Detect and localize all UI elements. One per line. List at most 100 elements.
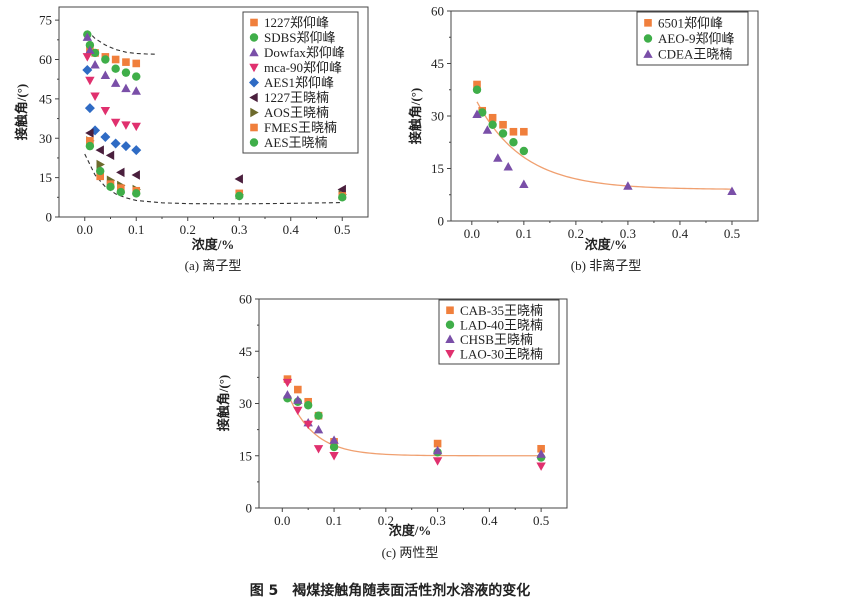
data-point	[132, 189, 141, 198]
data-point	[95, 145, 104, 155]
dashed-guide-line	[84, 153, 343, 205]
data-point	[96, 159, 105, 170]
series-0	[283, 375, 545, 453]
y-tick-label: 0	[438, 214, 445, 229]
data-point	[110, 78, 121, 87]
data-point	[96, 166, 105, 176]
legend-marker	[643, 34, 653, 43]
series-1	[283, 394, 546, 462]
legend-marker	[249, 47, 259, 57]
legend-label: CAB-35王晓楠	[460, 303, 543, 318]
data-point	[116, 167, 125, 178]
data-point	[234, 174, 243, 184]
legend-marker	[643, 49, 653, 58]
data-point	[90, 92, 100, 101]
data-point	[337, 184, 346, 195]
fit-curve	[476, 101, 732, 190]
data-point	[82, 65, 93, 75]
data-point	[472, 85, 482, 94]
y-tick-label: 30	[39, 131, 52, 146]
data-point	[727, 186, 737, 195]
data-point	[503, 162, 513, 171]
legend-marker	[644, 19, 652, 27]
series-2	[282, 390, 546, 458]
x-tick-label: 0.2	[378, 513, 394, 528]
y-tick-label: 45	[431, 56, 444, 71]
y-tick-label: 0	[246, 501, 253, 516]
x-tick-label: 0.0	[464, 226, 480, 241]
legend-box	[636, 11, 749, 66]
data-point	[537, 444, 545, 453]
data-point	[509, 138, 518, 147]
y-tick-label: 45	[39, 91, 52, 106]
data-point	[101, 55, 110, 64]
data-point	[329, 452, 339, 461]
data-point	[433, 439, 442, 448]
data-point	[90, 48, 100, 58]
legend-box	[438, 299, 560, 365]
data-point	[519, 179, 529, 188]
legend-label: 6501郑仰峰	[658, 15, 723, 30]
data-point	[110, 138, 121, 149]
legend-label: 1227王晓楠	[264, 90, 329, 105]
x-tick-label: 0.1	[516, 226, 532, 241]
data-point	[472, 109, 482, 118]
x-axis-label: 浓度/%	[585, 237, 628, 252]
x-tick-label: 0.3	[231, 222, 247, 237]
data-point	[96, 172, 104, 181]
x-tick-label: 0.2	[568, 226, 584, 241]
x-tick-label: 0.4	[283, 222, 300, 237]
data-point	[131, 122, 141, 132]
legend-label: AEO-9郑仰峰	[658, 31, 735, 46]
data-point	[488, 120, 497, 129]
legend-marker	[249, 63, 259, 73]
legend-marker	[250, 123, 258, 132]
legend-marker	[249, 33, 259, 42]
x-tick-label: 0.5	[724, 226, 740, 241]
data-point	[498, 129, 508, 138]
data-point	[121, 83, 131, 93]
legend-label: 1227郑仰峰	[264, 15, 329, 30]
data-point	[478, 108, 487, 117]
legend-marker	[249, 77, 259, 88]
data-point	[131, 145, 142, 156]
legend-marker	[250, 18, 258, 27]
data-point	[82, 32, 93, 41]
legend-label: AES王晓楠	[264, 135, 328, 150]
data-point	[90, 60, 100, 69]
data-point	[85, 40, 95, 50]
x-tick-label: 0.5	[334, 222, 350, 237]
y-tick-label: 30	[239, 396, 252, 411]
legend-label: LAD-40王晓楠	[460, 317, 543, 332]
chart-panel-b: 0.0 0.1 0.2 0.3 0.4 0.5 0 15 30 45 60 浓度/% (b) 非离子型 接…	[408, 4, 759, 273]
series-2	[472, 109, 737, 195]
data-point	[85, 141, 95, 151]
data-point	[536, 449, 546, 458]
data-point	[120, 141, 131, 152]
data-point	[110, 118, 121, 128]
legend-marker	[445, 350, 455, 359]
x-tick-label: 0.2	[180, 222, 196, 237]
legend-label: SDBS郑仰峰	[264, 30, 336, 45]
data-point	[303, 420, 313, 430]
data-point	[482, 125, 493, 134]
panel-caption: (c) 两性型	[382, 545, 439, 560]
data-point	[488, 113, 497, 122]
data-point	[314, 411, 323, 420]
data-point	[303, 401, 313, 410]
data-point	[294, 385, 302, 394]
data-point	[111, 55, 120, 64]
legend-marker	[446, 306, 454, 315]
data-point	[313, 445, 324, 454]
x-axis-label: 浓度/%	[389, 523, 432, 538]
x-tick-label: 0.1	[326, 513, 342, 528]
y-tick-label: 0	[46, 210, 53, 225]
data-point	[86, 137, 94, 145]
data-point	[106, 182, 115, 192]
data-point	[623, 181, 633, 190]
legend-marker	[249, 138, 259, 147]
data-point	[100, 131, 111, 142]
